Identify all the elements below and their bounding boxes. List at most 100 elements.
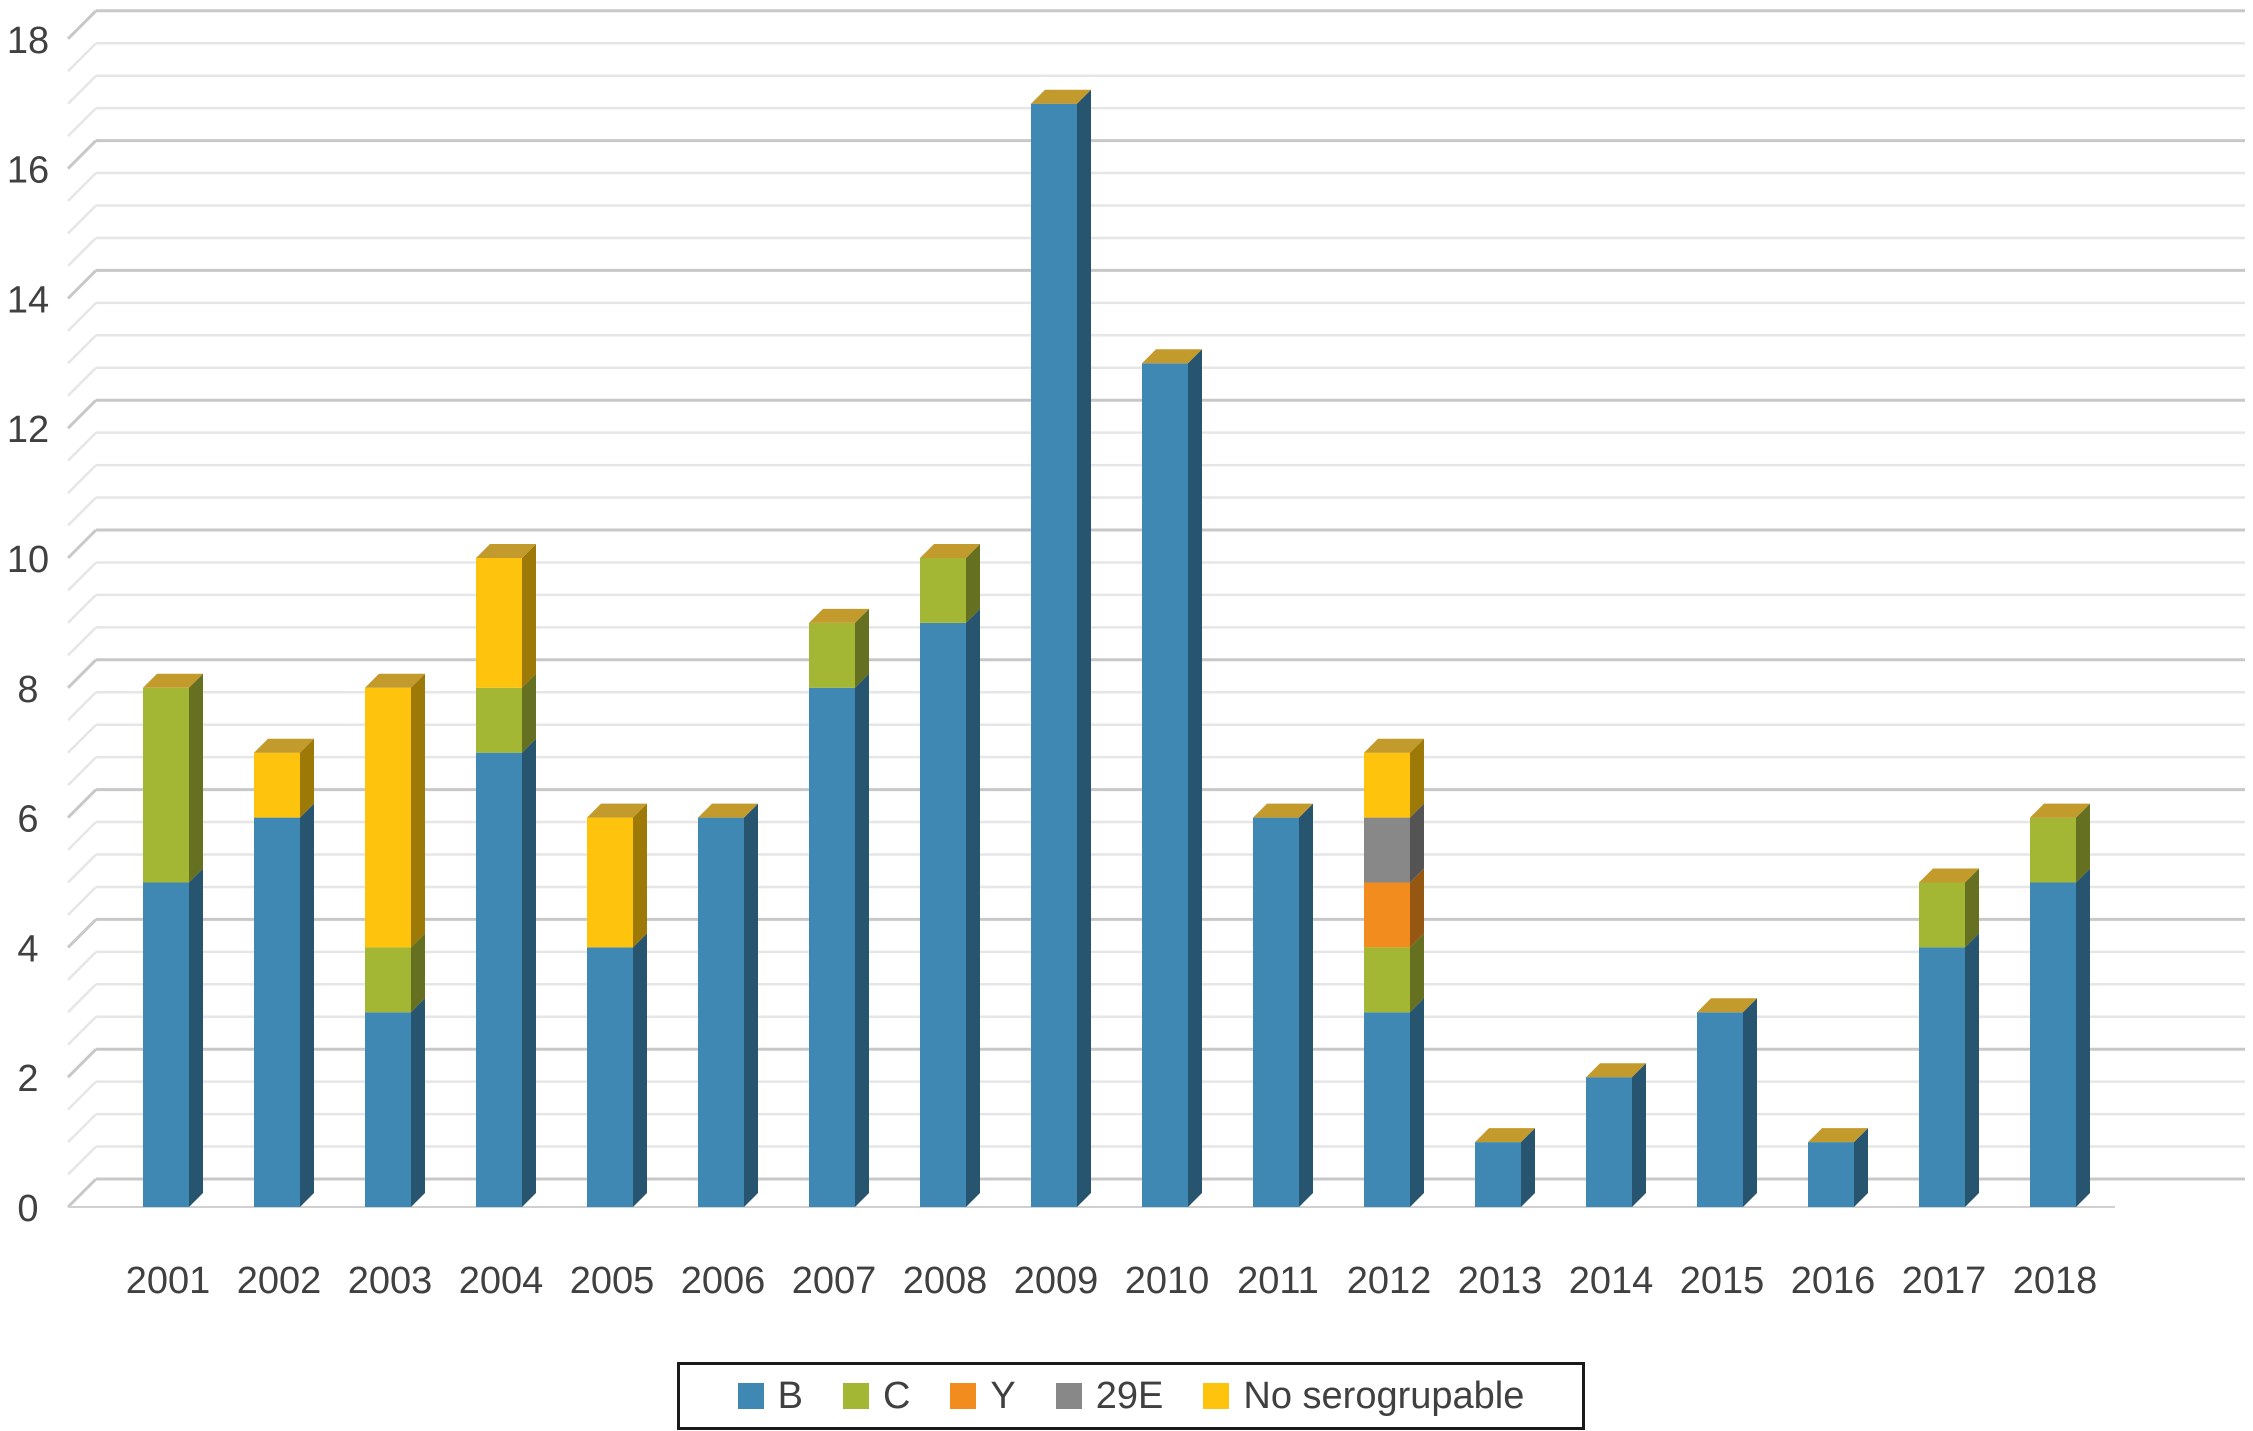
y-tick-label: 16 — [7, 150, 49, 192]
bar-stack — [1253, 803, 1313, 1207]
bar-stack — [698, 803, 758, 1207]
bar-segment — [2030, 817, 2076, 883]
x-tick-label: 2004 — [459, 1260, 544, 1302]
bar-segment — [1253, 817, 1299, 1207]
bar-segment-side — [966, 544, 980, 623]
x-tick-label: 2011 — [1237, 1260, 1319, 1302]
bar-segment-side — [633, 803, 647, 948]
x-tick-label: 2015 — [1680, 1260, 1765, 1302]
x-tick-label: 2003 — [348, 1260, 433, 1302]
x-tick-label: 2001 — [126, 1260, 211, 1302]
bar-segment-side — [300, 738, 314, 818]
bar-segment — [1142, 363, 1188, 1207]
legend: B C Y 29E No serogrupable — [677, 1362, 1585, 1430]
bar-segment-side — [744, 803, 758, 1207]
legend-item: 29E — [1055, 1375, 1163, 1418]
bar-segment — [1697, 1012, 1743, 1207]
bar-segment — [1364, 1012, 1410, 1207]
gridline-diag — [67, 886, 97, 916]
bar-segment — [587, 817, 633, 948]
x-tick-label: 2009 — [1014, 1260, 1099, 1302]
bar-segment-side — [2076, 868, 2090, 1207]
bar-segment-side — [1632, 1063, 1646, 1207]
bar-segment-side — [855, 673, 869, 1207]
bar-segment-side — [966, 608, 980, 1207]
gridline-diag — [67, 561, 97, 592]
y-tick-label: 14 — [7, 279, 49, 321]
gridline-diag — [66, 399, 98, 430]
bar-segment — [1808, 1142, 1854, 1207]
bar-top — [476, 544, 536, 558]
bar-segment — [143, 882, 189, 1207]
gridline-diag — [67, 204, 97, 235]
bar-stack — [365, 673, 425, 1207]
bar-segment-side — [1410, 933, 1424, 1013]
bar-stack — [587, 803, 647, 1207]
bar-segment — [1364, 882, 1410, 948]
bar-segment — [809, 687, 855, 1207]
y-tick-label: 8 — [17, 669, 38, 711]
bar-segment-side — [411, 673, 425, 948]
y-tick-label: 6 — [17, 799, 38, 841]
legend-label: No serogrupable — [1243, 1374, 1525, 1417]
bar-top — [1697, 998, 1757, 1013]
bar-top — [365, 673, 425, 688]
bar-top — [920, 544, 980, 558]
bar-segment-side — [1188, 349, 1202, 1207]
bar-segment-side — [1743, 998, 1757, 1207]
bar-segment-side — [1077, 89, 1091, 1208]
bar-stack — [143, 673, 203, 1207]
bar-top — [1364, 738, 1424, 753]
bar-top — [1586, 1063, 1646, 1078]
gridline-diag — [67, 107, 97, 138]
y-tick-label: 2 — [17, 1058, 38, 1100]
bar-segment-side — [1854, 1128, 1868, 1207]
gridline-diag — [67, 756, 97, 787]
bar-top — [1253, 803, 1313, 818]
gridline-diag — [67, 172, 97, 202]
y-tick-label: 0 — [17, 1188, 38, 1230]
bar-stack — [1919, 868, 1979, 1207]
x-tick-label: 2016 — [1791, 1260, 1876, 1302]
bar-top — [2030, 803, 2090, 818]
bar-stack — [1031, 89, 1091, 1208]
legend-item: Y — [950, 1375, 1016, 1418]
gridline-diag — [66, 528, 98, 560]
bar-top — [809, 608, 869, 623]
bar-segment — [1364, 752, 1410, 818]
bar-segment — [698, 817, 744, 1207]
bar-segment — [2030, 882, 2076, 1207]
bar-stack — [1142, 349, 1202, 1207]
gridline-diag — [66, 788, 98, 819]
y-tick-label: 18 — [7, 20, 49, 62]
gridline-diag — [67, 1080, 97, 1111]
gridline-diag — [67, 1015, 97, 1046]
bar-segment-side — [1965, 868, 1979, 948]
bar-stack — [1586, 1063, 1646, 1207]
bar-top — [1142, 349, 1202, 364]
bar-segment — [1475, 1142, 1521, 1207]
bar-segment-side — [411, 998, 425, 1207]
bar-top — [1919, 868, 1979, 883]
bar-segment — [809, 622, 855, 688]
x-tick-label: 2013 — [1458, 1260, 1543, 1302]
gridline-diag — [67, 723, 97, 754]
bar-segment — [1031, 103, 1077, 1208]
bar-segment-side — [300, 803, 314, 1207]
gridline-diag — [66, 269, 98, 300]
bar-segment — [1364, 947, 1410, 1013]
bar-top — [1808, 1128, 1868, 1143]
bar-segment-side — [189, 868, 203, 1207]
bar-stack — [1808, 1128, 1868, 1207]
bar-segment — [1586, 1077, 1632, 1207]
bar-stack — [920, 544, 980, 1207]
bar-segment — [476, 558, 522, 688]
x-tick-label: 2018 — [2013, 1260, 2098, 1302]
gridline-diag — [67, 821, 97, 851]
x-tick-label: 2008 — [903, 1260, 988, 1302]
x-tick-label: 2006 — [681, 1260, 766, 1302]
gridline-diag — [67, 237, 97, 267]
legend-swatch — [737, 1383, 764, 1409]
bar-segment-side — [522, 673, 536, 753]
bar-segment-side — [1299, 803, 1313, 1207]
